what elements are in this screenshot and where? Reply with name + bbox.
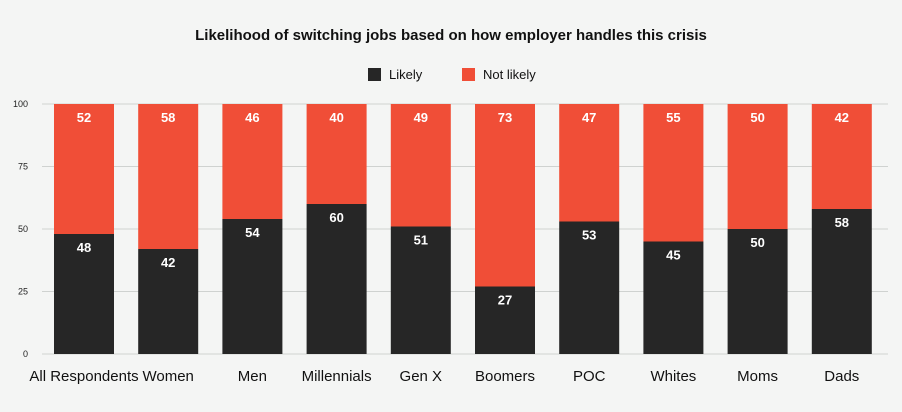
chart-title: Likelihood of switching jobs based on ho… — [195, 27, 707, 44]
legend-label-not-likely: Not likely — [483, 67, 536, 82]
x-tick-label: Women — [142, 368, 193, 385]
bar-segment-likely — [643, 241, 704, 354]
data-label-likely: 48 — [77, 240, 91, 255]
bar-segment-likely — [390, 226, 451, 354]
x-tick-label: Millennials — [302, 368, 372, 385]
bar-segment-not-likely — [811, 104, 872, 209]
bar-segment-likely — [54, 234, 114, 354]
data-label-not-likely: 73 — [498, 110, 512, 125]
x-tick-label: POC — [573, 368, 606, 385]
bar-segment-not-likely — [559, 104, 620, 222]
bar-segment-not-likely — [306, 104, 367, 204]
data-label-likely: 60 — [329, 210, 343, 225]
x-tick-label: Boomers — [475, 368, 535, 385]
legend-swatch-likely — [368, 68, 381, 81]
bar-segment-likely — [306, 204, 367, 354]
legend-swatch-not-likely — [462, 68, 475, 81]
x-tick-label: Moms — [737, 368, 778, 385]
bar-segment-not-likely — [138, 104, 199, 249]
x-tick-label: Men — [238, 368, 267, 385]
bar-segment-not-likely — [54, 104, 114, 234]
data-label-likely: 45 — [666, 248, 680, 263]
x-tick-label: Gen X — [400, 368, 443, 385]
bar-segment-likely — [138, 249, 199, 354]
bar-segment-likely — [475, 286, 535, 354]
data-label-likely: 58 — [835, 215, 849, 230]
x-tick-label: Whites — [650, 368, 696, 385]
legend: Likely Not likely — [368, 67, 536, 82]
y-tick-label: 25 — [18, 287, 28, 297]
data-label-likely: 51 — [414, 233, 428, 248]
y-tick-label: 75 — [18, 162, 28, 172]
legend-label-likely: Likely — [389, 67, 423, 82]
bars: 48 52 42 58 54 46 60 40 51 49 27 73 53 47 45 55 50 50 58 42 — [54, 104, 872, 354]
y-tick-label: 100 — [13, 99, 28, 109]
data-label-not-likely: 55 — [666, 110, 680, 125]
data-label-likely: 42 — [161, 255, 175, 270]
y-tick-label: 0 — [23, 349, 28, 359]
bar-segment-not-likely — [643, 104, 704, 242]
data-label-not-likely: 46 — [245, 110, 259, 125]
x-tick-label: Dads — [824, 368, 859, 385]
bar-segment-likely — [559, 221, 620, 354]
data-label-not-likely: 42 — [835, 110, 849, 125]
data-label-likely: 27 — [498, 293, 512, 308]
bar-segment-likely — [727, 229, 788, 354]
data-label-not-likely: 58 — [161, 110, 175, 125]
bar-segment-not-likely — [727, 104, 788, 229]
data-label-not-likely: 49 — [414, 110, 428, 125]
y-tick-label: 50 — [18, 224, 28, 234]
bar-segment-not-likely — [390, 104, 451, 227]
bar-segment-not-likely — [475, 104, 535, 287]
bar-segment-likely — [222, 219, 283, 354]
bar-segment-not-likely — [222, 104, 283, 219]
data-label-likely: 54 — [245, 225, 260, 240]
data-label-not-likely: 40 — [329, 110, 343, 125]
data-label-likely: 53 — [582, 228, 596, 243]
data-label-not-likely: 50 — [750, 110, 764, 125]
y-axis: 0 25 50 75 100 — [13, 99, 28, 359]
x-axis: All Respondents Women Men Millennials Gen X B… — [29, 368, 859, 385]
data-label-not-likely: 47 — [582, 110, 596, 125]
bar-segment-likely — [811, 209, 872, 354]
data-label-not-likely: 52 — [77, 110, 91, 125]
data-label-likely: 50 — [750, 235, 764, 250]
x-tick-label: All Respondents — [29, 368, 138, 385]
